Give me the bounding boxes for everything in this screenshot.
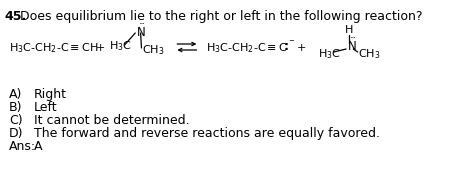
Text: B): B) <box>9 101 22 114</box>
Text: H$_3$C-CH$_2$-C$\equiv$CH: H$_3$C-CH$_2$-C$\equiv$CH <box>9 41 99 55</box>
Text: $\mathrm{\ddot{N}}$: $\mathrm{\ddot{N}}$ <box>347 38 356 54</box>
Text: A: A <box>34 140 42 153</box>
Text: H: H <box>345 25 354 35</box>
Text: :: : <box>284 41 289 54</box>
Text: +: + <box>297 43 307 53</box>
Text: +: + <box>96 43 106 53</box>
Text: D): D) <box>9 127 23 140</box>
Text: Right: Right <box>34 88 67 101</box>
Text: 45.: 45. <box>4 10 27 23</box>
Text: Left: Left <box>34 101 57 114</box>
Text: The forward and reverse reactions are equally favored.: The forward and reverse reactions are eq… <box>34 127 380 140</box>
Text: Does equilibrium lie to the right or left in the following reaction?: Does equilibrium lie to the right or lef… <box>19 10 422 23</box>
Text: C): C) <box>9 114 23 127</box>
Text: CH$_3$: CH$_3$ <box>358 47 380 61</box>
Text: H$_3$C: H$_3$C <box>109 39 131 53</box>
Text: $^{-}$: $^{-}$ <box>288 38 295 48</box>
Text: A): A) <box>9 88 22 101</box>
Text: H$_3$C-CH$_2$-C$\equiv$C: H$_3$C-CH$_2$-C$\equiv$C <box>207 41 288 55</box>
Text: It cannot be determined.: It cannot be determined. <box>34 114 190 127</box>
Text: Ans:: Ans: <box>9 140 36 153</box>
Text: H$_3$C: H$_3$C <box>318 47 341 61</box>
Text: CH$_3$: CH$_3$ <box>142 43 165 57</box>
Text: $\mathrm{\ddot{N}}$: $\mathrm{\ddot{N}}$ <box>136 24 146 40</box>
